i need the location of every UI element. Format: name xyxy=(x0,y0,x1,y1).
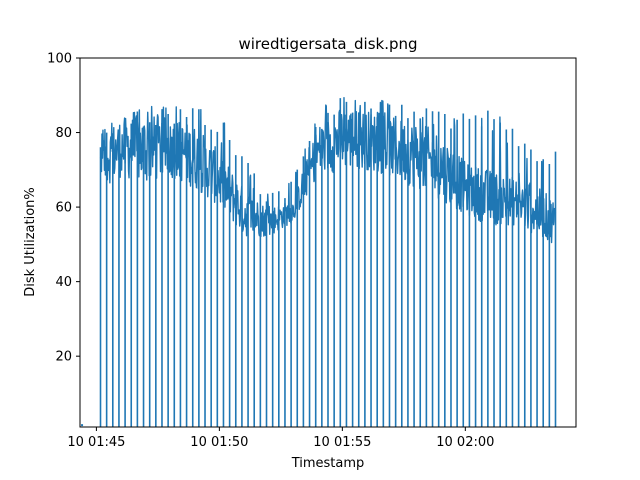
chart-title: wiredtigersata_disk.png xyxy=(238,35,417,54)
x-tick-label: 10 01:45 xyxy=(67,435,125,450)
x-axis: 10 01:45 10 01:50 10 01:55 10 02:00 xyxy=(67,427,494,450)
series-line xyxy=(99,97,557,244)
y-tick-label: 40 xyxy=(55,275,72,290)
x-tick-label: 10 02:00 xyxy=(436,435,494,450)
series-spikes xyxy=(99,98,557,427)
x-tick-label: 10 01:55 xyxy=(313,435,371,450)
x-axis-title: Timestamp xyxy=(291,456,365,471)
plot-frame xyxy=(79,57,577,428)
y-axis: 20 40 60 80 100 xyxy=(47,52,80,365)
y-tick-label: 100 xyxy=(47,52,72,67)
y-tick-label: 80 xyxy=(55,126,72,141)
plot-lines xyxy=(81,97,557,427)
y-axis-title: Disk Utilization% xyxy=(23,187,38,297)
y-tick-label: 20 xyxy=(55,350,72,365)
x-tick-label: 10 01:50 xyxy=(190,435,248,450)
y-tick-label: 60 xyxy=(55,201,72,216)
